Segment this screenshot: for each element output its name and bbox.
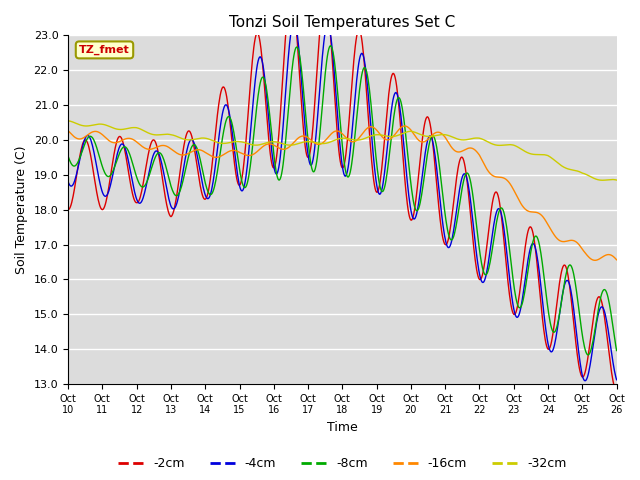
Title: Tonzi Soil Temperatures Set C: Tonzi Soil Temperatures Set C: [229, 15, 456, 30]
Legend: -2cm, -4cm, -8cm, -16cm, -32cm: -2cm, -4cm, -8cm, -16cm, -32cm: [113, 452, 572, 475]
Text: TZ_fmet: TZ_fmet: [79, 45, 130, 55]
Y-axis label: Soil Temperature (C): Soil Temperature (C): [15, 145, 28, 274]
X-axis label: Time: Time: [327, 421, 358, 434]
